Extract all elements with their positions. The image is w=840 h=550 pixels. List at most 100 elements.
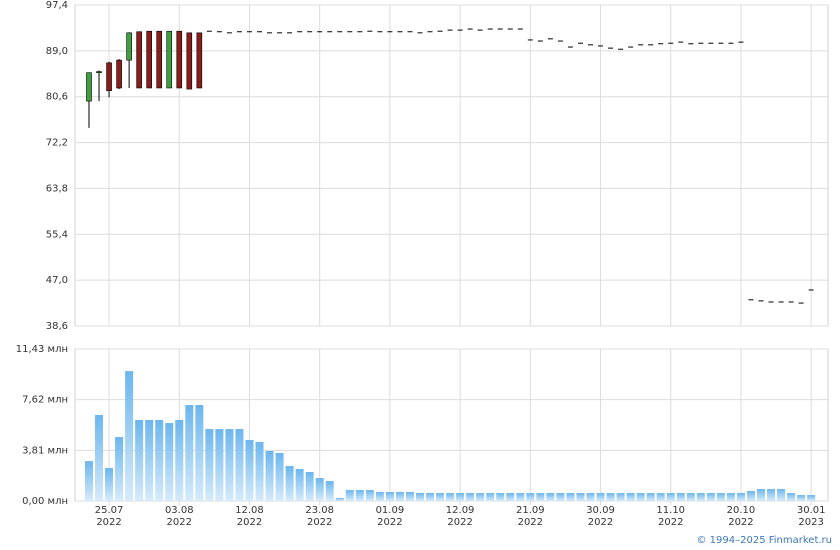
volume-bar [466,493,475,501]
candle-body [156,30,163,89]
volume-bar [606,493,615,501]
volume-bar [636,493,645,501]
x-tick-label: 30.09 2022 [586,505,615,528]
y-tick-label: 3,81 млн [22,445,68,456]
volume-bar [686,493,695,501]
candle-body [186,32,193,90]
y-tick-label: 38,6 [46,321,68,332]
volume-bar [546,493,555,501]
volume-bar [446,493,455,501]
volume-bar [726,493,735,501]
candle-body [196,32,203,89]
volume-bar [185,404,194,501]
volume-bar [626,493,635,501]
volume-bar [676,493,685,501]
volume-bar [375,491,384,501]
volume-bar [746,491,755,501]
volume-bar [305,472,314,501]
y-tick-label: 63,8 [46,183,68,194]
volume-bar [596,493,605,501]
volume-bar [155,420,164,501]
x-tick-label: 23.08 2022 [305,505,335,528]
volume-bar [586,493,595,501]
volume-bar [165,423,174,501]
volume-bar [325,481,334,501]
volume-bar [757,489,766,501]
volume-bar [696,493,705,501]
volume-bar [175,420,184,501]
y-tick-label: 0,00 млн [22,496,68,507]
volume-bar [245,439,254,501]
candle-body [106,62,112,92]
volume-bar [767,489,776,501]
volume-bar [556,493,565,501]
volume-bar [395,491,404,501]
volume-bar [135,420,144,501]
volume-bar [415,493,424,501]
volume-bar [616,493,625,501]
volume-bar [195,404,204,501]
volume-bar [536,493,545,501]
volume-bar [205,429,214,501]
volume-bar [807,495,816,501]
volume-bar [436,493,445,501]
candle-body [126,32,132,61]
volume-bar [285,466,294,501]
volume-bar [345,489,354,501]
volume-bar [295,468,304,501]
volume-bar [255,441,264,501]
volume-bar [95,414,104,501]
candle-body [116,59,122,89]
volume-bar [666,493,675,501]
volume-bar [426,493,435,501]
volume-bar [275,452,284,501]
volume-bar [486,493,495,501]
y-tick-label: 55,4 [46,229,68,240]
volume-bar [355,489,364,501]
x-tick-label: 01.09 2022 [375,505,405,528]
volume-bar [125,371,134,501]
x-tick-label: 21.09 2022 [515,505,545,528]
volume-bar [787,493,796,501]
volume-bar [797,495,806,501]
volume-bar [405,491,414,501]
candle-body [176,30,183,89]
volume-bar [265,450,274,501]
volume-bar [576,493,585,501]
volume-bar [476,493,485,501]
volume-bar [335,497,344,501]
volume-bar [215,429,224,501]
x-tick-label: 30.01 2023 [796,505,826,528]
volume-bar [85,461,93,501]
volume-bar [706,493,715,501]
volume-bar [566,493,575,501]
volume-bar [777,489,786,501]
volume-bar [365,489,374,501]
volume-bar [656,493,665,501]
x-tick-label: 03.08 2022 [164,505,194,528]
volume-bar [115,437,124,501]
candle-body [136,31,142,89]
x-tick-label: 20.10 2022 [726,505,756,528]
volume-bar [526,493,535,501]
volume-bar [456,493,465,501]
x-tick-label: 12.09 2022 [445,505,475,528]
volume-bar [385,491,394,501]
x-tick-label: 12.08 2022 [235,505,264,528]
volume-bar [145,420,154,501]
y-tick-label: 89,0 [46,46,68,57]
candle-body [96,71,102,73]
x-tick-label: 25.07 2022 [94,505,124,528]
y-tick-label: 72,2 [46,138,68,149]
y-tick-label: 7,62 млн [22,395,68,406]
volume-bar [235,429,244,501]
volume-bar [516,493,525,501]
volume-bar [496,493,505,501]
volume-bar [506,493,515,501]
x-tick-label: 11.10 2022 [656,505,686,528]
volume-bar [736,493,745,501]
y-tick-label: 47,0 [46,275,68,286]
copyright: © 1994–2025 Finmarket.ru [696,535,832,546]
